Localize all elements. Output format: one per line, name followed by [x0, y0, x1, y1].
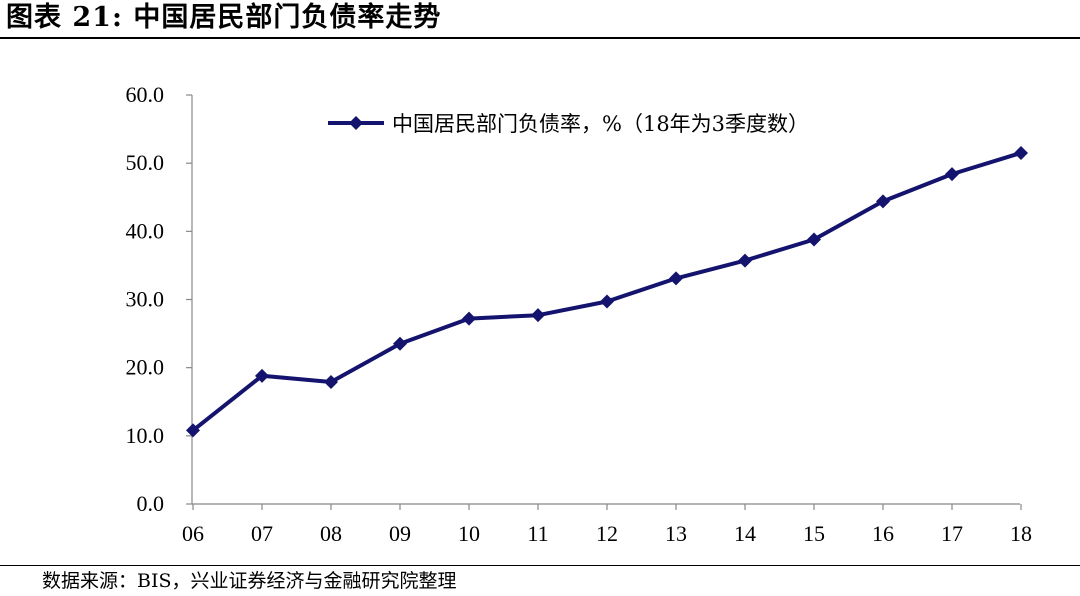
x-tick-label: 10	[458, 521, 480, 546]
x-tick-label: 17	[941, 521, 963, 546]
x-tick-label: 15	[803, 521, 825, 546]
title-rule	[0, 37, 1080, 39]
data-point-marker	[324, 374, 338, 389]
data-point-marker	[807, 232, 821, 247]
data-point-marker	[876, 194, 890, 209]
source-rule	[0, 565, 1080, 566]
data-point-marker	[186, 423, 200, 438]
source-note: 数据来源：BIS，兴业证券经济与金融研究院整理	[42, 570, 457, 592]
x-tick-label: 16	[872, 521, 894, 546]
legend-label: 中国居民部门负债率，%（18年为3季度数）	[392, 112, 809, 136]
y-tick-label: 60.0	[126, 82, 165, 107]
x-tick-label: 14	[734, 521, 756, 546]
data-point-marker	[600, 294, 614, 309]
data-point-marker	[669, 271, 683, 286]
y-tick-label: 40.0	[126, 218, 165, 243]
x-tick-label: 08	[320, 521, 342, 546]
y-tick-label: 10.0	[126, 423, 165, 448]
x-tick-label: 11	[527, 521, 548, 546]
y-tick-label: 50.0	[126, 150, 165, 175]
x-tick-label: 07	[251, 521, 273, 546]
y-tick-label: 30.0	[126, 287, 165, 312]
legend-marker-swatch	[349, 116, 363, 130]
data-point-marker	[531, 308, 545, 323]
y-tick-label: 0.0	[137, 491, 165, 516]
series-line	[191, 150, 1022, 432]
data-point-marker	[255, 368, 269, 383]
data-point-marker	[462, 311, 476, 326]
series-layer	[186, 145, 1028, 438]
legend: 中国居民部门负债率，%（18年为3季度数）	[328, 112, 809, 136]
data-point-marker	[393, 336, 407, 351]
data-point-marker	[945, 167, 959, 182]
figure-title: 图表 21: 中国居民部门负债率走势	[6, 2, 442, 33]
x-tick-label: 12	[596, 521, 618, 546]
x-tick-label: 06	[182, 521, 204, 546]
y-tick-label: 20.0	[126, 355, 165, 380]
x-tick-label: 18	[1010, 521, 1032, 546]
x-tick-label: 13	[665, 521, 687, 546]
data-point-marker	[1014, 145, 1028, 160]
x-axis-ticks: 06 07 08 09 10 11 12 13 14 15 16 17 18	[182, 504, 1032, 546]
y-axis-ticks: 0.0 10.0 20.0 30.0 40.0 50.0 60.0	[126, 82, 192, 516]
x-tick-label: 09	[389, 521, 411, 546]
data-point-marker	[738, 253, 752, 268]
